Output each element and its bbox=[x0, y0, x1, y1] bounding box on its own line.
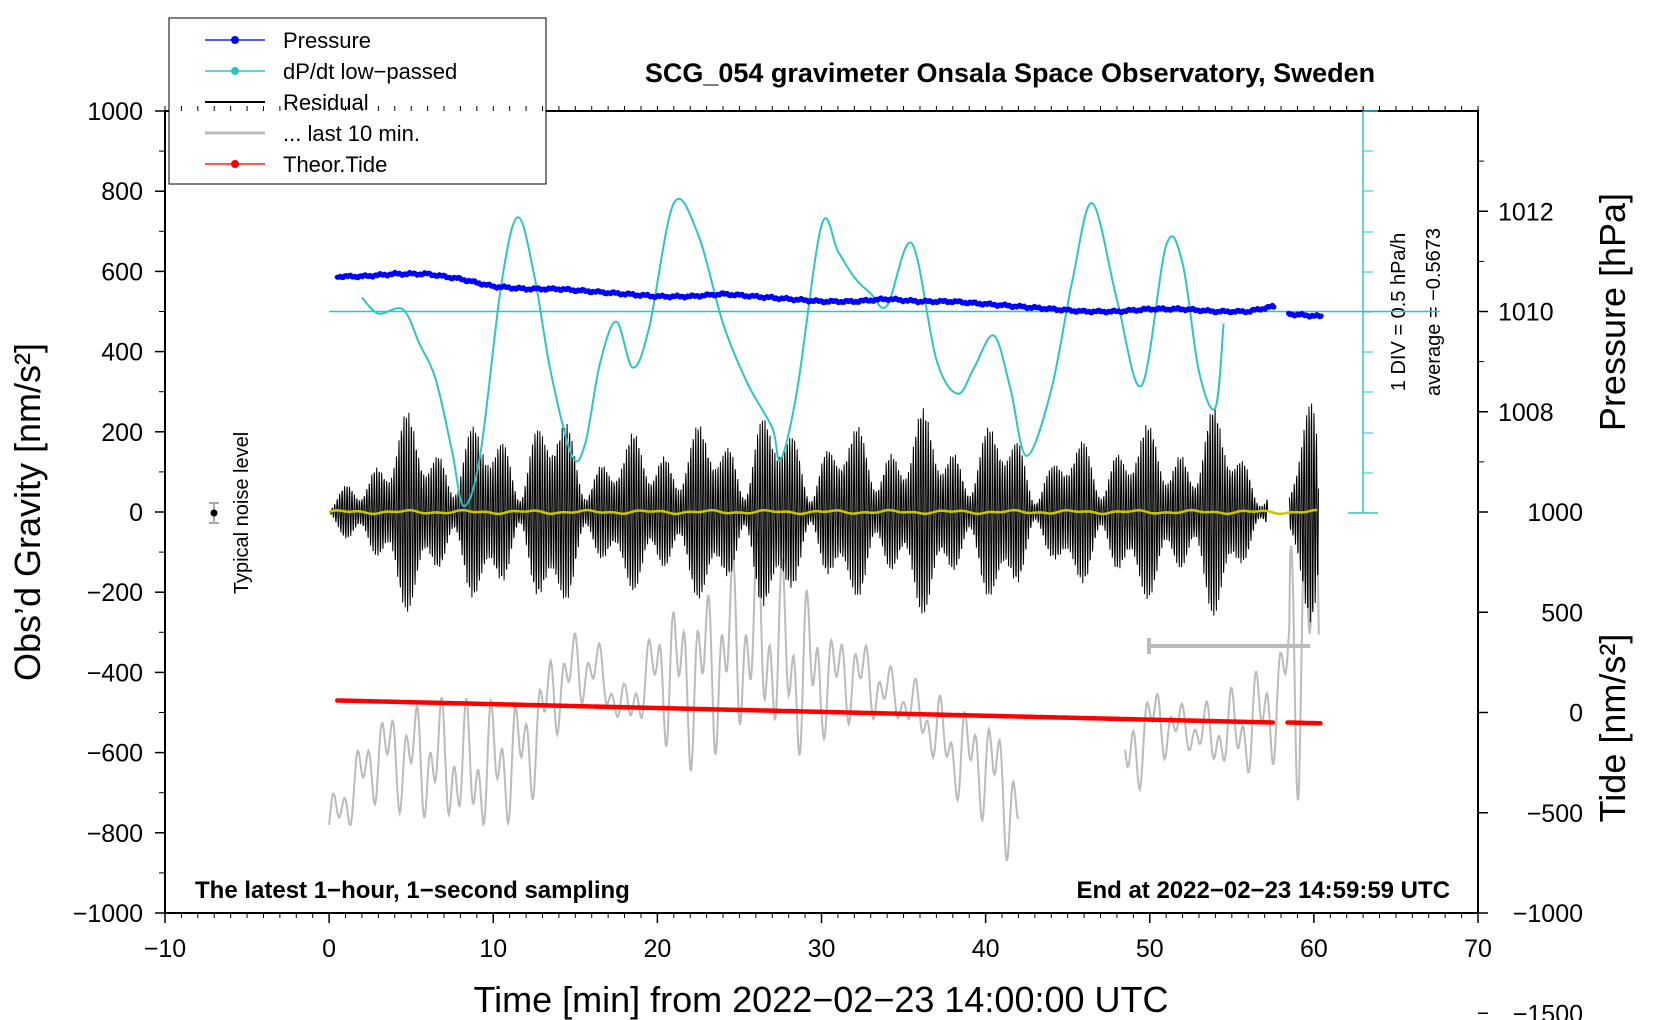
y-tick-label: 1000 bbox=[87, 98, 143, 126]
tide-point bbox=[1270, 720, 1276, 725]
y-tick-label: −400 bbox=[87, 659, 143, 687]
y-tick-label: 200 bbox=[101, 419, 143, 447]
y-axis-label-gravity: Obs’d Gravity [nm/s²] bbox=[7, 343, 48, 681]
tide-range-marker bbox=[1147, 638, 1310, 654]
legend-label-pressure: Pressure bbox=[283, 28, 371, 53]
legend: Pressure dP/dt low−passed Residual ... l… bbox=[168, 17, 547, 185]
legend-label-tide: Theor.Tide bbox=[283, 152, 387, 177]
chart-title: SCG_054 gravimeter Onsala Space Observat… bbox=[645, 58, 1375, 88]
noise-level-label: Typical noise level bbox=[231, 432, 253, 594]
y-tick-label: 0 bbox=[129, 499, 143, 527]
series-layer bbox=[328, 197, 1440, 862]
end-time-label: End at 2022−02−23 14:59:59 UTC bbox=[1076, 877, 1450, 904]
legend-label-last10: ... last 10 min. bbox=[283, 121, 420, 146]
tide-tick-label: 0 bbox=[1569, 700, 1583, 728]
pressure-point bbox=[1318, 313, 1324, 319]
legend-marker-tide bbox=[231, 160, 239, 168]
noise-indicator bbox=[209, 502, 219, 524]
tide-tick-label: −1000 bbox=[1513, 900, 1583, 928]
x-tick-label: −10 bbox=[144, 935, 186, 963]
y-axis-label-pressure: Pressure [hPa] bbox=[1592, 193, 1633, 431]
y-tick-label: 800 bbox=[101, 178, 143, 206]
tide-tick-label: 1000 bbox=[1527, 499, 1583, 527]
x-tick-label: 20 bbox=[643, 935, 671, 963]
y-tick-label: 600 bbox=[101, 258, 143, 286]
tide-tick-label: 500 bbox=[1541, 599, 1583, 627]
legend-label-residual: Residual bbox=[283, 90, 369, 115]
legend-marker-pressure bbox=[231, 36, 239, 44]
series-theor-tide bbox=[335, 698, 1323, 726]
legend-marker-dpdt bbox=[231, 67, 239, 75]
x-tick-label: 10 bbox=[479, 935, 507, 963]
legend-label-dpdt: dP/dt low−passed bbox=[283, 59, 457, 84]
y-tick-label: −800 bbox=[87, 820, 143, 848]
x-axis-label: Time [min] from 2022−02−23 14:00:00 UTC bbox=[473, 979, 1168, 1020]
series-last10-segment-a bbox=[328, 529, 1020, 862]
x-tick-label: 70 bbox=[1464, 935, 1492, 963]
x-tick-label: 50 bbox=[1136, 935, 1164, 963]
series-last10-segment-b bbox=[1124, 486, 1320, 801]
pressure-tick-label: 1012 bbox=[1498, 198, 1554, 226]
sampling-label: The latest 1−hour, 1−second sampling bbox=[195, 877, 630, 904]
pressure-point bbox=[1271, 304, 1277, 310]
y-tick-label: 400 bbox=[101, 339, 143, 367]
y-tick-label: −600 bbox=[87, 740, 143, 768]
x-tick-label: 60 bbox=[1300, 935, 1328, 963]
series-residual-segment-a bbox=[328, 407, 1269, 616]
y-axis-label-tide: Tide [nm/s²] bbox=[1592, 634, 1633, 823]
x-tick-label: 30 bbox=[808, 935, 836, 963]
tide-point bbox=[1318, 721, 1323, 726]
x-tick-label: 40 bbox=[972, 935, 1000, 963]
pressure-tick-label: 1010 bbox=[1498, 299, 1554, 327]
pressure-tick-label: 1008 bbox=[1498, 399, 1554, 427]
series-residual-smoothed bbox=[328, 508, 1318, 516]
x-tick-label: 0 bbox=[322, 935, 336, 963]
ticks-layer: −10 0 10 20 30 40 50 60 70 1000 800 600 400 200 0 −200 −… bbox=[73, 98, 1583, 1020]
tide-tick-label: −500 bbox=[1527, 800, 1583, 828]
series-residual-segment-b bbox=[1288, 403, 1319, 623]
tide-tick-label: −1500 bbox=[1513, 1000, 1583, 1020]
y-tick-label: −200 bbox=[87, 579, 143, 607]
series-dpdt bbox=[361, 197, 1225, 507]
y-tick-label: −1000 bbox=[73, 900, 143, 928]
series-pressure bbox=[334, 269, 1324, 320]
